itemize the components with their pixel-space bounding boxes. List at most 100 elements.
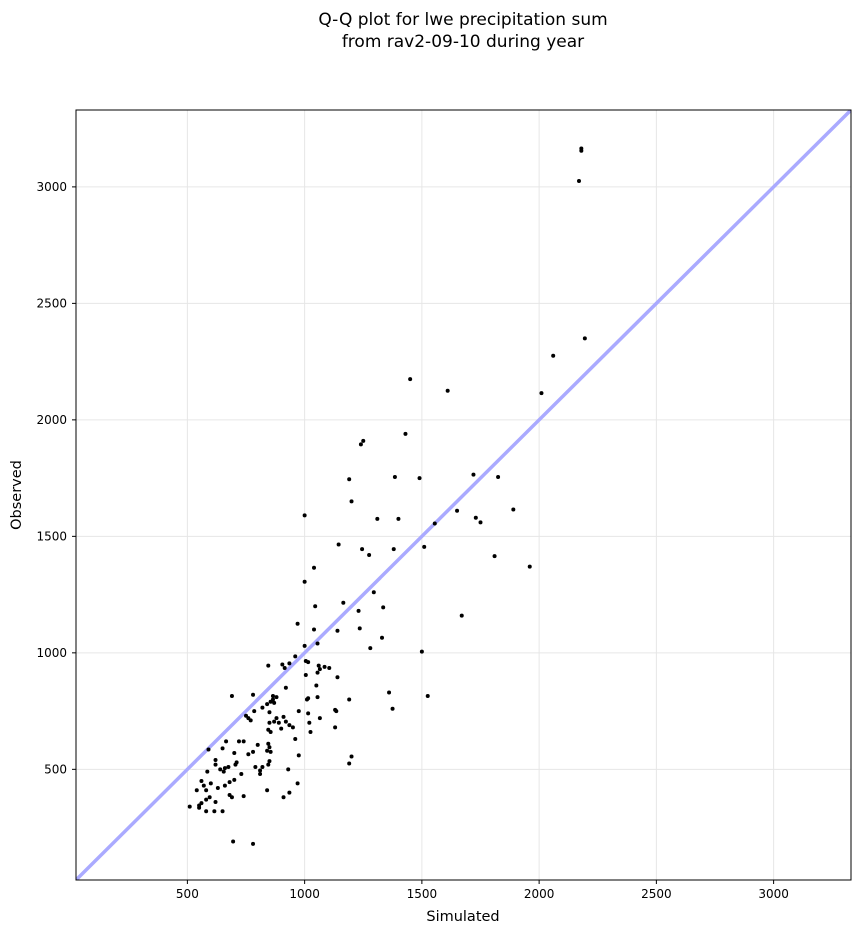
data-point — [368, 646, 373, 651]
data-point — [306, 711, 311, 716]
data-point — [375, 516, 380, 521]
data-point — [293, 737, 298, 742]
data-point — [333, 725, 338, 730]
data-point — [267, 710, 272, 715]
data-point — [308, 730, 313, 735]
data-point — [221, 769, 226, 774]
data-point — [295, 621, 300, 626]
data-point — [205, 769, 210, 774]
data-point — [226, 765, 231, 770]
data-point — [306, 660, 311, 665]
data-point — [246, 752, 251, 757]
data-point — [316, 663, 321, 668]
data-point — [229, 693, 234, 698]
data-point — [283, 685, 288, 690]
data-point — [445, 388, 450, 393]
data-point — [187, 804, 192, 809]
data-point — [281, 714, 286, 719]
data-point — [417, 476, 422, 481]
data-point — [282, 665, 287, 670]
data-point — [268, 699, 273, 704]
data-point — [265, 748, 270, 753]
x-tick-label: 3000 — [758, 887, 789, 901]
data-point — [387, 690, 392, 695]
data-point — [290, 725, 295, 730]
data-point — [287, 723, 292, 728]
data-point — [347, 477, 352, 482]
data-point — [492, 554, 497, 559]
data-point — [303, 672, 308, 677]
data-point — [349, 754, 354, 759]
data-point — [380, 635, 385, 640]
data-point — [274, 695, 279, 700]
data-point — [478, 520, 483, 525]
data-points — [187, 146, 587, 846]
y-tick-label: 2000 — [36, 413, 67, 427]
data-point — [306, 696, 311, 701]
data-point — [272, 700, 277, 705]
data-point — [302, 643, 307, 648]
data-point — [371, 590, 376, 595]
data-point — [241, 794, 246, 799]
data-point — [312, 627, 317, 632]
data-point — [232, 751, 237, 756]
x-tick-label: 500 — [176, 887, 199, 901]
data-point — [227, 780, 232, 785]
plot-area — [76, 110, 851, 880]
data-point — [266, 663, 271, 668]
data-point — [313, 604, 318, 609]
data-point — [274, 716, 279, 721]
data-point — [244, 713, 249, 718]
data-point — [403, 431, 408, 436]
data-point — [231, 839, 236, 844]
data-point — [419, 649, 424, 654]
data-point — [322, 664, 327, 669]
data-point — [220, 746, 225, 751]
data-point — [422, 544, 427, 549]
data-point — [194, 788, 199, 793]
data-point — [255, 742, 260, 747]
data-point — [473, 515, 478, 520]
data-point — [336, 542, 341, 547]
chart-title-line-1: Q-Q plot for lwe precipitation sum — [318, 10, 608, 30]
x-tick-label: 1500 — [407, 887, 438, 901]
data-point — [241, 739, 246, 744]
y-tick-label: 2500 — [36, 296, 67, 310]
data-point — [260, 765, 265, 770]
data-point — [272, 719, 277, 724]
data-point — [286, 767, 291, 772]
data-point — [335, 628, 340, 633]
data-point — [265, 788, 270, 793]
grid — [76, 110, 851, 880]
data-point — [267, 759, 272, 764]
data-point — [236, 739, 241, 744]
data-point — [314, 683, 319, 688]
data-point — [197, 805, 202, 810]
data-point — [222, 783, 227, 788]
data-point — [248, 718, 253, 723]
data-point — [266, 741, 271, 746]
data-point — [307, 720, 312, 725]
x-axis-label: Simulated — [426, 909, 499, 925]
y-tick-label: 500 — [44, 762, 67, 776]
data-point — [212, 809, 217, 814]
data-point — [315, 670, 320, 675]
y-tick-label: 3000 — [36, 180, 67, 194]
data-point — [270, 693, 275, 698]
data-point — [459, 613, 464, 618]
data-point — [367, 552, 372, 557]
data-point — [347, 761, 352, 766]
data-point — [258, 771, 263, 776]
data-point — [251, 749, 256, 754]
data-point — [349, 499, 354, 504]
data-point — [315, 695, 320, 700]
data-point — [224, 739, 229, 744]
data-point — [213, 762, 218, 767]
data-point — [432, 521, 437, 526]
data-point — [317, 667, 322, 672]
data-point — [327, 665, 332, 670]
data-point — [358, 442, 363, 447]
data-point — [252, 709, 257, 714]
data-point — [253, 765, 258, 770]
